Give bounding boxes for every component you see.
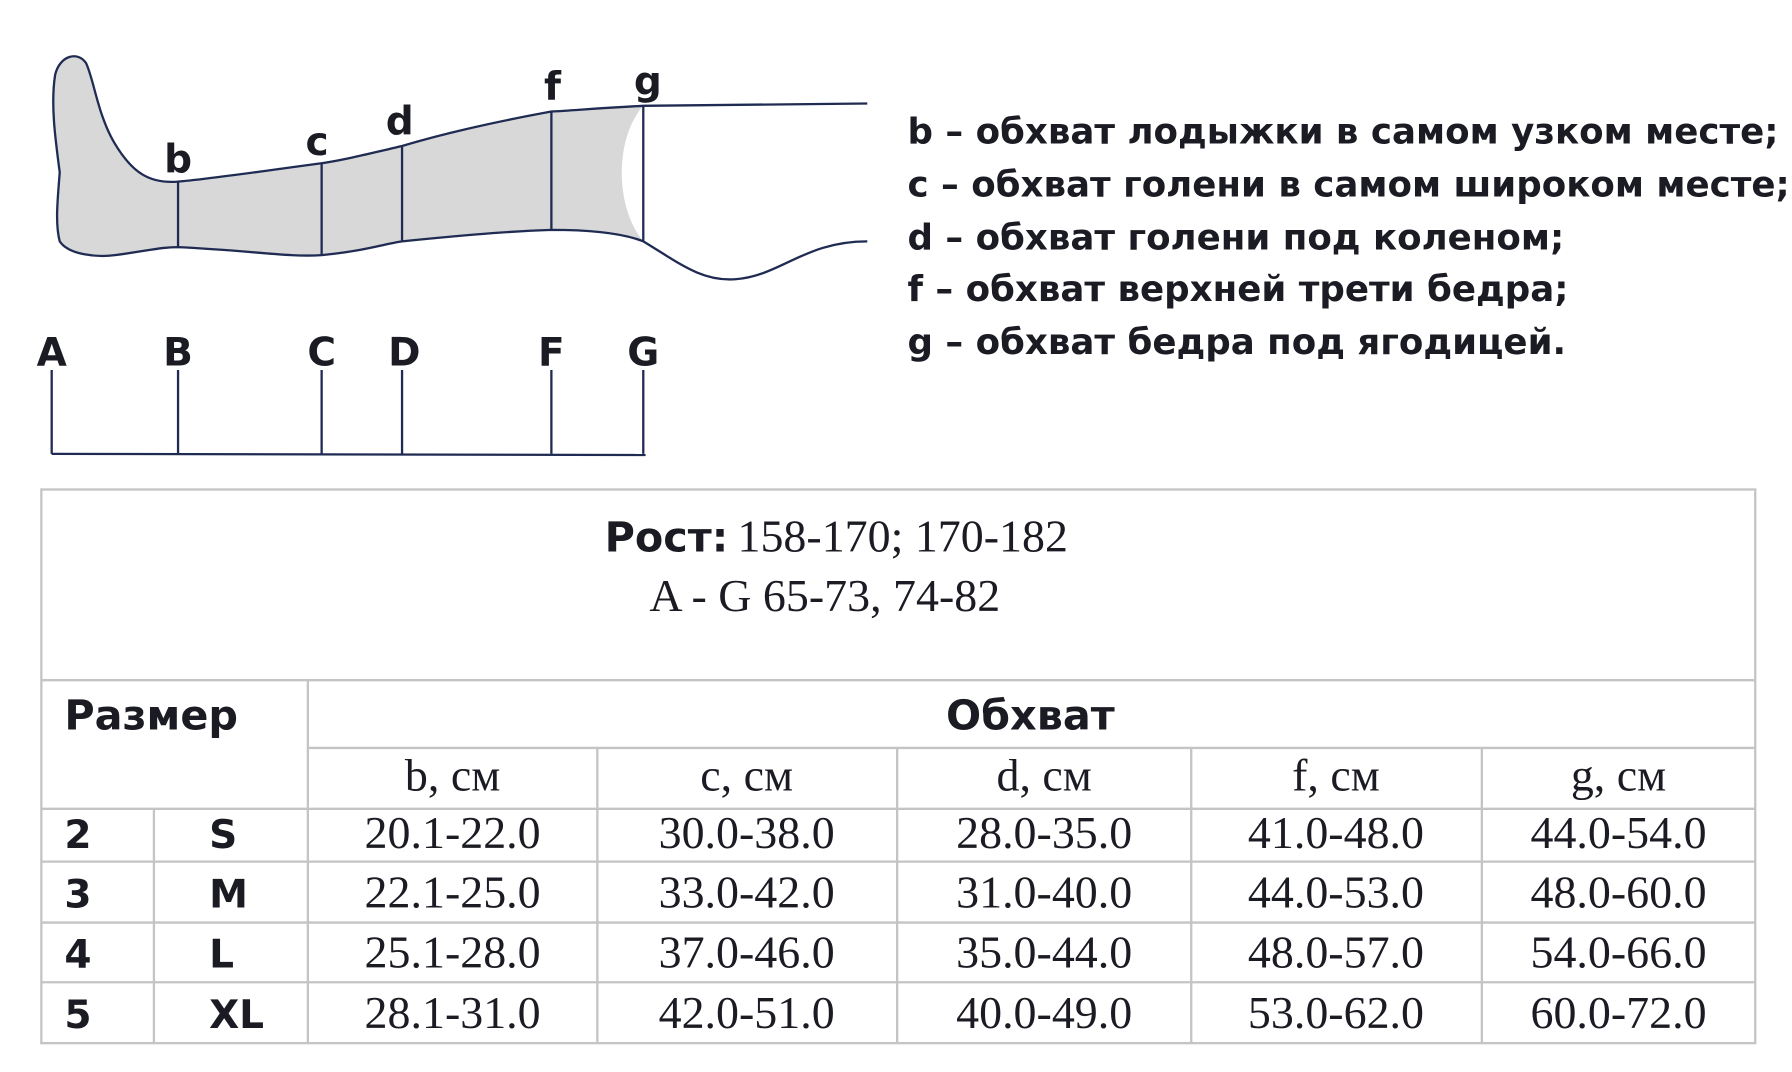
table-grid (41, 679, 1756, 1044)
girth-range: 31.0-40.0 (956, 867, 1132, 918)
length-point-label: D (388, 330, 420, 375)
size-number: 5 (64, 993, 91, 1038)
length-base (51, 452, 646, 457)
height-label: Рост: (605, 514, 729, 562)
legend-line: d – обхват голени под коленом; (907, 217, 1564, 258)
girth-point-label: d (386, 100, 414, 145)
column-header: c, см (700, 749, 793, 800)
size-number: 4 (64, 932, 91, 977)
girth-range: 30.0-38.0 (659, 807, 835, 858)
legend-line: b – обхват лодыжки в самом узком месте; (907, 112, 1778, 153)
girth-range: 25.1-28.0 (365, 926, 541, 977)
girth-range: 41.0-48.0 (1248, 807, 1424, 858)
girth-range: 54.0-66.0 (1530, 926, 1706, 977)
length-value: A - G 65-73, 74-82 (649, 570, 1000, 621)
girth-point-label: f (544, 65, 562, 110)
leg-drawing (50, 55, 868, 457)
size-header: Размер (64, 692, 238, 740)
length-point-label: C (307, 330, 336, 375)
length-point-label: B (163, 330, 193, 375)
girth-range: 28.1-31.0 (365, 987, 541, 1038)
height-line: Рост: 158-170; 170-182 (605, 511, 1068, 562)
leg-fade (621, 105, 646, 242)
height-value: 158-170; 170-182 (737, 511, 1067, 562)
legend-line: g – обхват бедра под ягодицей. (907, 322, 1566, 363)
girth-range: 35.0-44.0 (956, 926, 1132, 977)
length-point-label: G (627, 330, 659, 375)
girth-range: 48.0-57.0 (1248, 926, 1424, 977)
girth-range: 42.0-51.0 (659, 987, 835, 1038)
size-number: 3 (64, 873, 91, 918)
length-point-label: F (538, 330, 565, 375)
length-point-label: A (37, 330, 68, 375)
girth-range: 40.0-49.0 (956, 987, 1132, 1038)
girth-range: 20.1-22.0 (365, 807, 541, 858)
girth-range: 44.0-53.0 (1248, 867, 1424, 918)
column-header: d, см (996, 749, 1091, 800)
girth-range: 33.0-42.0 (659, 867, 835, 918)
girth-range: 37.0-46.0 (659, 926, 835, 977)
girth-range: 48.0-60.0 (1530, 867, 1706, 918)
column-header: g, см (1571, 749, 1666, 800)
legend-line: c – обхват голени в самом широком месте; (907, 165, 1789, 206)
leg-fill (53, 56, 644, 256)
girth-range: 22.1-25.0 (365, 867, 541, 918)
girth-range: 60.0-72.0 (1530, 987, 1706, 1038)
girth-range: 28.0-35.0 (956, 807, 1132, 858)
leg-outline (52, 55, 868, 281)
girth-point-label: c (305, 120, 328, 165)
column-header: f, см (1292, 749, 1380, 800)
size-number: 2 (64, 813, 91, 858)
size-letter: S (209, 813, 237, 858)
size-letter: L (209, 932, 234, 977)
girth-range: 53.0-62.0 (1248, 987, 1424, 1038)
girth-point-label: g (634, 59, 662, 104)
girth-point-label: b (164, 137, 192, 182)
girth-range: 44.0-54.0 (1530, 807, 1706, 858)
column-header: b, см (405, 749, 500, 800)
size-letter: XL (209, 993, 264, 1038)
girth-header: Обхват (946, 692, 1115, 740)
size-letter: M (209, 873, 248, 918)
legend-line: f – обхват верхней трети бедра; (907, 269, 1568, 310)
